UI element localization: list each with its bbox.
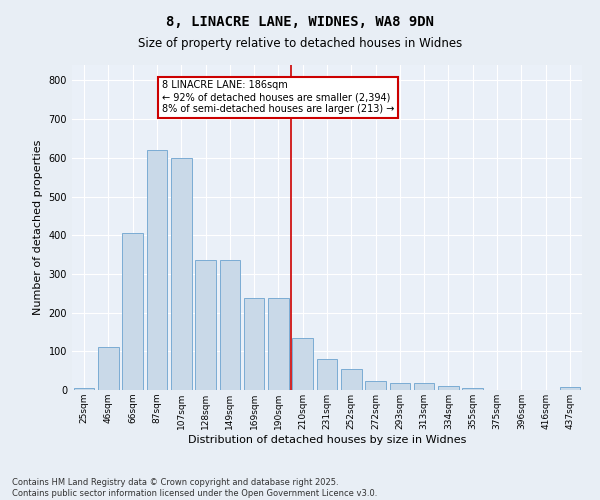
Text: 8 LINACRE LANE: 186sqm
← 92% of detached houses are smaller (2,394)
8% of semi-d: 8 LINACRE LANE: 186sqm ← 92% of detached… (162, 80, 394, 114)
Bar (389, 384, 410, 390)
Text: Size of property relative to detached houses in Widnes: Size of property relative to detached ho… (138, 38, 462, 51)
Bar (244, 298, 265, 390)
Bar (560, 388, 580, 390)
Y-axis label: Number of detached properties: Number of detached properties (33, 140, 43, 315)
Bar (463, 388, 483, 390)
Bar (317, 359, 337, 390)
Bar (122, 234, 143, 390)
Bar (146, 150, 167, 390)
Bar (292, 338, 313, 390)
Bar (268, 298, 289, 390)
Bar (195, 260, 216, 390)
Bar (74, 388, 94, 390)
Bar (220, 260, 240, 390)
Bar (98, 348, 119, 390)
Bar (365, 382, 386, 390)
Bar (438, 386, 459, 390)
Bar (341, 370, 362, 390)
Bar (414, 384, 434, 390)
X-axis label: Distribution of detached houses by size in Widnes: Distribution of detached houses by size … (188, 434, 466, 444)
Bar (171, 158, 191, 390)
Text: Contains HM Land Registry data © Crown copyright and database right 2025.
Contai: Contains HM Land Registry data © Crown c… (12, 478, 377, 498)
Text: 8, LINACRE LANE, WIDNES, WA8 9DN: 8, LINACRE LANE, WIDNES, WA8 9DN (166, 15, 434, 29)
